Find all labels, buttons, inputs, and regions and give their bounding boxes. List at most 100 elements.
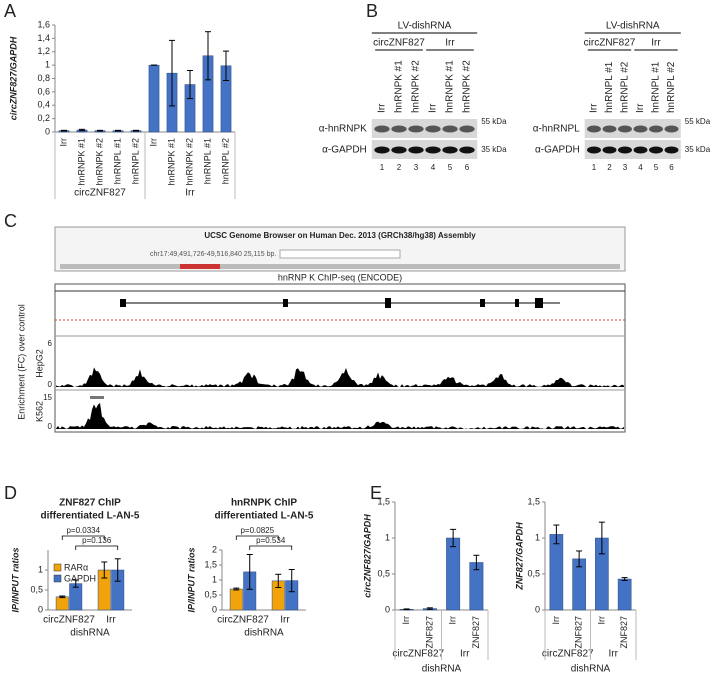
y-axis-label: circZNF827/GAPDH [362, 514, 372, 598]
lane-number: 5 [448, 163, 453, 172]
x-tick-label: hnRNPL #1 [112, 138, 122, 184]
error-bar [114, 558, 121, 582]
y-tick-label: 0,4 [37, 100, 50, 110]
p-value: p=0.534 [256, 536, 286, 545]
y-tick-label: 1 [535, 532, 540, 542]
significance-bracket [75, 545, 119, 550]
bar [446, 537, 461, 611]
band [425, 146, 441, 154]
chart-subtitle: differentiated L-AN-5 [215, 511, 314, 522]
y-tick-label: 0 [38, 604, 43, 614]
x-tick-label: ZNF827 [619, 616, 629, 649]
exon [120, 299, 126, 307]
y-tick-label: 0 [535, 604, 540, 614]
y-tick-label: 2 [212, 544, 217, 554]
marker-label: 55 kDa [685, 117, 711, 126]
lane-label: hnRNPL #1 [651, 61, 662, 113]
track-tick: 0 [48, 422, 53, 431]
antibody-label: α-GAPDH [322, 145, 367, 156]
legend-label: GAPDH [64, 573, 96, 583]
band [602, 125, 617, 133]
blot-header: LV-dishRNA [606, 21, 660, 32]
lane-number: 2 [397, 163, 402, 172]
lane-label: Irr [428, 103, 439, 113]
x-axis-label: dishRNA [422, 664, 462, 675]
y-tick-label: 0,6 [37, 86, 50, 96]
chromosome-highlight [180, 264, 220, 269]
blot-strip [584, 119, 681, 138]
x-tick-label: ZNF827 [574, 616, 584, 649]
x-tick-label: Irr [58, 138, 68, 147]
significance-bracket [235, 535, 279, 540]
lane-label: hnRNPK #2 [411, 60, 422, 113]
legend-label: RARα [64, 562, 88, 572]
y-tick-label: 1 [45, 60, 50, 70]
lane-number: 6 [669, 163, 674, 172]
x-tick-label: Irr [551, 616, 561, 625]
lane-label: hnRNPL #2 [620, 61, 631, 113]
chromosome-ideogram [60, 264, 620, 269]
y-tick-label: 0,5 [527, 568, 540, 578]
panel-letter: C [4, 211, 17, 231]
legend-swatch [53, 574, 62, 583]
p-value: p=0.0825 [240, 526, 274, 535]
track-tick: 6 [48, 339, 53, 348]
x-tick-label: hnRNPL #2 [130, 138, 140, 184]
x-axis-label: dishRNA [571, 664, 611, 675]
error-bar [97, 129, 103, 132]
band [391, 125, 407, 133]
y-tick-label: 0,5 [204, 589, 217, 599]
x-tick-label: Irr [280, 615, 290, 626]
band [459, 146, 475, 154]
x-tick-label: Irr [148, 138, 158, 147]
lane-number: 3 [623, 163, 628, 172]
band [391, 146, 407, 154]
error-bar [576, 550, 583, 568]
browser-title: UCSC Genome Browser on Human Dec. 2013 (… [204, 231, 476, 240]
lane-number: 6 [465, 163, 470, 172]
p-value: p=0.136 [82, 536, 112, 545]
error-bar [275, 573, 282, 588]
y-tick-label: 0 [45, 126, 50, 136]
y-tick-label: 1,5 [204, 559, 217, 569]
error-bar [288, 569, 295, 593]
band [649, 146, 663, 154]
x-tick-label: hnRNPK #1 [166, 138, 176, 186]
blot-strip [371, 140, 478, 159]
lane-number: 2 [607, 163, 612, 172]
y-tick-label: 0 [385, 604, 390, 614]
band [664, 146, 679, 154]
browser-y-label: Enrichment (FC) over control [16, 304, 26, 420]
y-axis-label: circZNF827/GAPDH [8, 36, 18, 120]
lane-number: 1 [380, 163, 385, 172]
y-tick-label: 1,6 [37, 19, 50, 29]
error-bar [403, 608, 410, 611]
group-label: circZNF827 [584, 38, 636, 49]
exon [385, 298, 391, 308]
error-bar [223, 50, 229, 82]
band [459, 125, 475, 133]
y-tick-label: 0,5 [30, 584, 43, 594]
y-axis-label: ZNF827/GAPDH [514, 522, 524, 591]
marker-label: 35 kDa [481, 145, 507, 154]
group-label: circZNF827 [542, 649, 594, 660]
band [649, 125, 663, 133]
track-tick: 15 [43, 393, 52, 402]
y-tick-label: 0,2 [37, 113, 50, 123]
error-bar [79, 128, 85, 132]
band [408, 146, 424, 154]
antibody-label: α-GAPDH [535, 145, 580, 156]
x-tick-label: hnRNPK #2 [184, 138, 194, 186]
error-bar [621, 577, 628, 581]
band [587, 125, 601, 133]
bar [229, 588, 243, 611]
y-tick-label: 0 [212, 604, 217, 614]
y-tick-label: 0,8 [37, 73, 50, 83]
exon [515, 299, 519, 307]
y-tick-label: 1 [212, 574, 217, 584]
browser-header [54, 226, 626, 272]
x-tick-label: hnRNPL #2 [220, 138, 230, 184]
antibody-label: α-hnRNPL [533, 124, 580, 135]
band [374, 146, 390, 154]
error-bar [59, 595, 66, 599]
